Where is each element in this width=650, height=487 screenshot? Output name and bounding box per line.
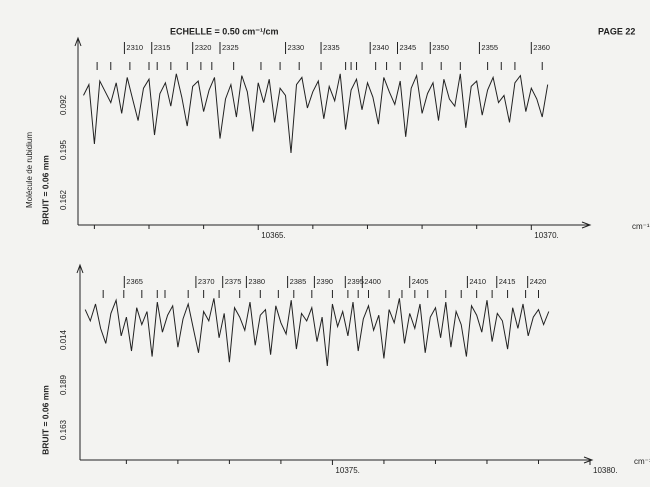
x-tick-label: 10375. xyxy=(335,466,359,475)
noise-label: BRUIT = 0.06 mm xyxy=(40,155,50,225)
assignment-number: 2335 xyxy=(323,43,340,52)
assignment-number: 2320 xyxy=(195,43,212,52)
assignment-number: 2410 xyxy=(469,277,486,286)
scale-label: ECHELLE = 0.50 cm⁻¹/cm xyxy=(170,26,279,36)
assignment-number: 2405 xyxy=(412,277,429,286)
x-axis-label: cm⁻¹ xyxy=(632,222,650,231)
side-annotation: 0.195 xyxy=(59,139,68,160)
assignment-number: 2325 xyxy=(222,43,239,52)
assignment-number: 2420 xyxy=(530,277,547,286)
assignment-number: 2360 xyxy=(533,43,550,52)
assignment-number: 2345 xyxy=(400,43,417,52)
side-annotation: 0.014 xyxy=(59,329,68,350)
assignment-number: 2385 xyxy=(290,277,307,286)
spectrum-trace xyxy=(83,73,549,154)
page-label: PAGE 22 xyxy=(598,26,635,36)
assignment-number: 2390 xyxy=(316,277,333,286)
assignment-number: 2370 xyxy=(198,277,215,286)
side-annotation: 0.092 xyxy=(59,94,68,115)
assignment-number: 2375 xyxy=(225,277,242,286)
x-tick-label: 10370. xyxy=(534,231,558,240)
assignment-number: 2415 xyxy=(499,277,516,286)
noise-label: BRUIT = 0.06 mm xyxy=(40,385,50,455)
assignment-number: 2315 xyxy=(154,43,171,52)
side-annotation: 0.189 xyxy=(59,374,68,395)
y-axis-label: Molécule de rubidium xyxy=(25,132,34,208)
assignment-number: 2365 xyxy=(126,277,143,286)
assignment-number: 2355 xyxy=(481,43,498,52)
assignment-number: 2340 xyxy=(372,43,389,52)
assignment-number: 2330 xyxy=(288,43,305,52)
y-axis-arrow xyxy=(76,263,84,274)
x-axis-arrow xyxy=(581,221,592,229)
assignment-number: 2380 xyxy=(248,277,265,286)
side-annotation: 0.163 xyxy=(59,419,68,440)
x-axis-label: cm⁻¹ xyxy=(634,457,650,466)
side-annotation: 0.162 xyxy=(59,189,68,210)
assignment-number: 2350 xyxy=(432,43,449,52)
x-tick-label: 10365. xyxy=(261,231,285,240)
x-tick-label: 10380. xyxy=(593,466,617,475)
assignment-number: 2395 xyxy=(347,277,364,286)
assignment-number: 2310 xyxy=(126,43,143,52)
x-axis-arrow xyxy=(583,456,594,464)
y-axis-arrow xyxy=(74,36,82,47)
assignment-number: 2400 xyxy=(364,277,381,286)
spectrum-trace xyxy=(84,298,550,367)
